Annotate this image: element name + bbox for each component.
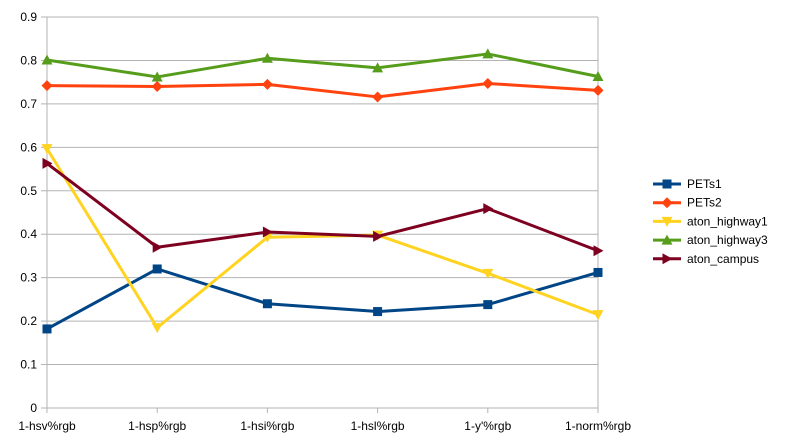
data-point-PETs2 [41,80,53,92]
grid [47,16,599,409]
legend-label: PETs2 [687,196,722,210]
data-point-aton_campus [262,226,273,238]
y-tick-label: 0.6 [20,140,37,154]
legend-marker-aton_highway1 [661,216,673,227]
series-line-aton_highway1 [45,147,599,330]
data-point-PETs1 [42,324,52,334]
data-point-aton_highway3 [372,62,384,73]
data-point-PETs2 [592,84,604,96]
data-point-aton_highway1 [592,310,604,321]
data-point-PETs2 [151,81,163,93]
data-point-PETs2 [261,78,273,90]
data-point-aton_highway3 [151,71,163,82]
series-line-PETs2 [46,81,599,99]
data-point-aton_campus [373,230,384,242]
x-tick-label: 1-norm%rgb [565,419,631,433]
x-tick-label: 1-hsv%rgb [18,419,76,433]
data-point-aton_highway3 [482,48,494,59]
y-tick-label: 0.1 [20,358,37,372]
data-point-aton_campus [483,203,494,215]
series-line-aton_highway3 [46,52,599,79]
x-tick-label: 1-hsl%rgb [351,419,405,433]
x-tick-label: 1-hsp%rgb [128,419,186,433]
legend-marker-PETs2 [661,197,673,209]
y-tick-label: 0.4 [20,227,37,241]
data-point-PETs2 [482,77,494,89]
x-tick-label: 1-y'%rgb [464,419,511,433]
series-line-aton_campus [46,162,599,253]
data-point-PETs2 [372,91,384,103]
y-tick-label: 0.5 [20,184,37,198]
data-point-PETs1 [373,307,383,317]
data-point-aton_highway1 [482,268,494,279]
legend-marker-aton_campus [662,253,673,265]
x-tick-label: 1-hsi%rgb [240,419,294,433]
y-tick-label: 0.3 [20,271,37,285]
legend-label: PETs1 [687,177,722,191]
data-point-aton_campus [152,241,163,253]
data-point-aton_highway1 [41,144,53,155]
y-tick-label: 0.8 [20,53,37,67]
series-group [41,48,604,334]
data-point-aton_campus [42,157,53,169]
data-point-aton_highway1 [151,323,163,334]
legend-label: aton_highway1 [687,214,768,228]
legend-label: aton_highway3 [687,233,768,247]
y-tick-label: 0.2 [20,314,37,328]
y-tick-label: 0.7 [20,97,37,111]
series-line-PETs1 [46,267,599,331]
y-tick-label: 0 [30,401,37,415]
legend-marker-aton_highway3 [661,234,673,245]
data-point-aton_highway3 [592,71,604,82]
data-point-PETs1 [262,299,272,309]
data-point-PETs1 [483,300,493,310]
data-point-aton_highway3 [261,52,273,63]
legend-marker-PETs1 [662,179,672,189]
data-point-PETs1 [593,267,603,277]
data-point-PETs1 [152,264,162,274]
legend: PETs1 PETs2 aton_highway1 aton_highway3aton… [653,177,768,266]
legend-label: aton_campus [687,252,759,266]
data-point-aton_highway3 [41,54,53,65]
data-point-aton_campus [593,245,604,257]
y-tick-label: 0.9 [20,10,37,24]
axes: 0 0.1 0.2 0.3 0.4 0.5 0.6 0.7 0.8 0.9 1-hsv%rgb 1-h… [18,10,631,433]
